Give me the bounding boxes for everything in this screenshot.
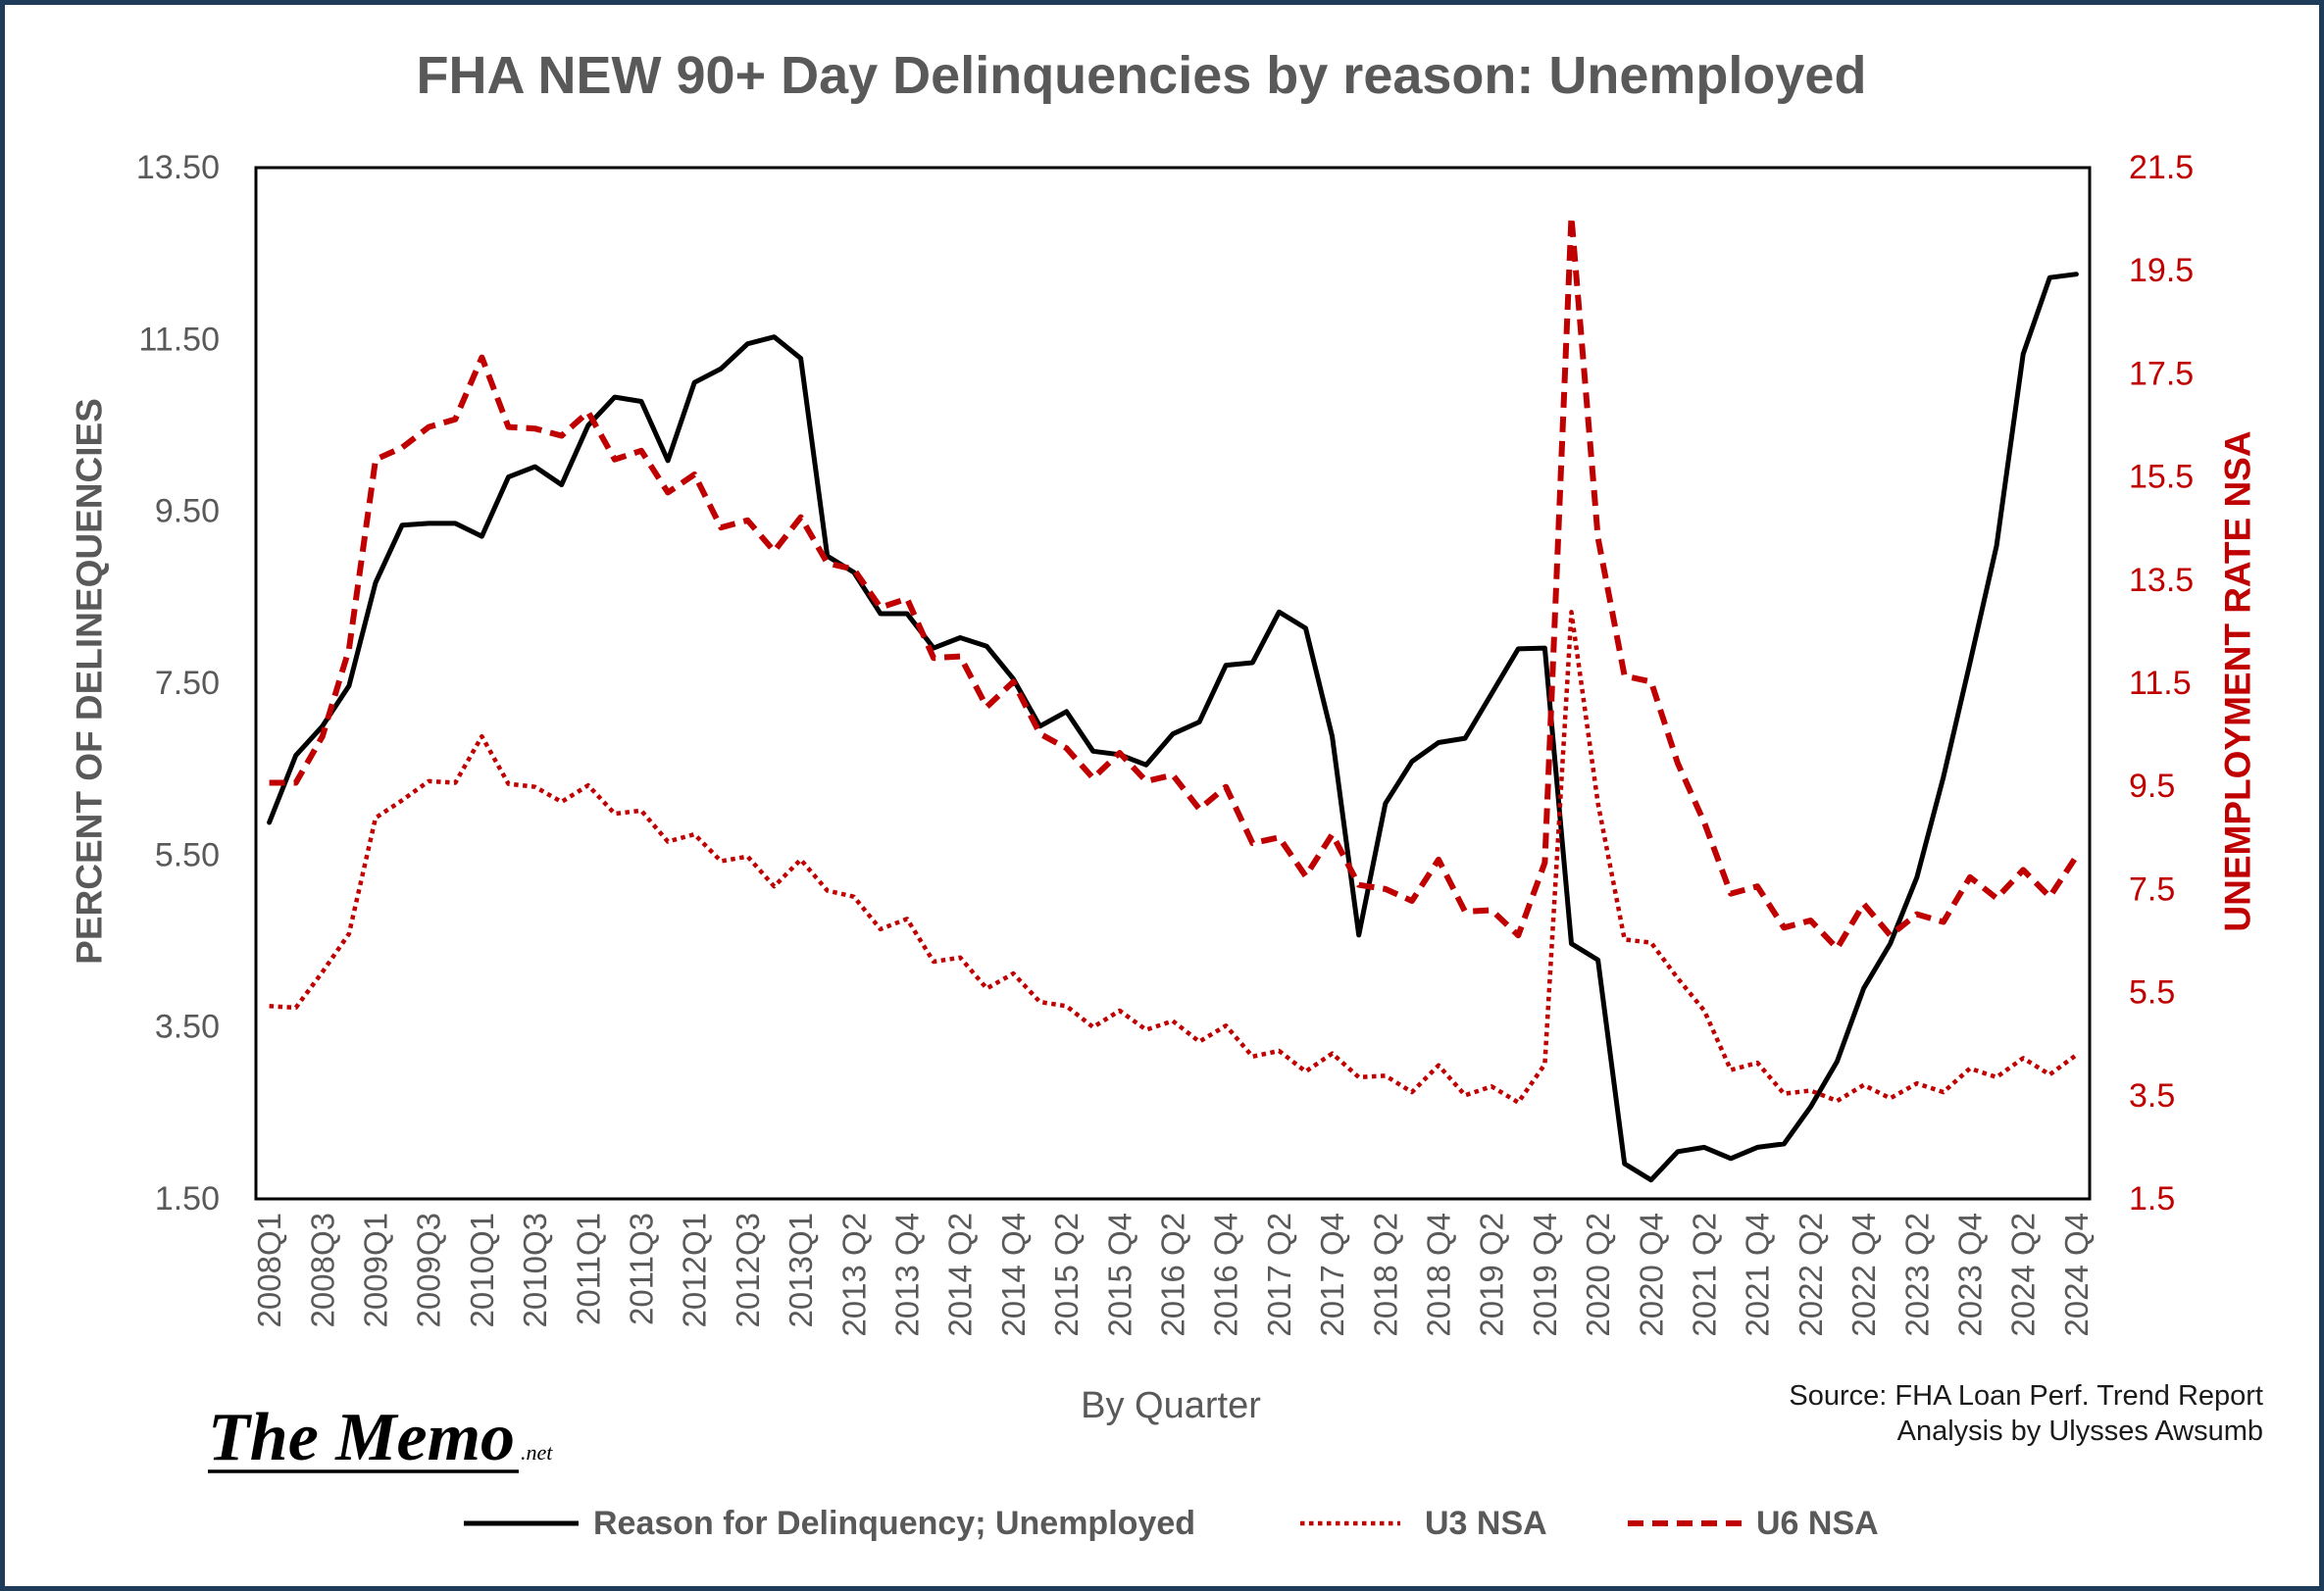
- x-tick-label: 2013 Q2: [835, 1213, 872, 1337]
- y2-tick-label: 13.5: [2129, 562, 2194, 599]
- y2-tick-label: 7.5: [2129, 870, 2175, 908]
- chart-title: FHA NEW 90+ Day Delinquencies by reason:…: [417, 46, 1867, 105]
- y2-tick-label: 19.5: [2129, 252, 2194, 289]
- y-axis-left-title: PERCENT OF DELINEQUENCIES: [70, 398, 110, 965]
- x-tick-label: 2023 Q2: [1898, 1213, 1935, 1337]
- x-tick-label: 2016 Q4: [1208, 1213, 1244, 1337]
- x-tick-label: 2014 Q2: [942, 1213, 979, 1337]
- y-tick-label: 11.50: [138, 321, 220, 358]
- x-tick-label: 2021 Q2: [1687, 1213, 1723, 1337]
- y2-tick-label: 9.5: [2129, 768, 2175, 805]
- legend-label-u6: U6 NSA: [1756, 1505, 1879, 1542]
- x-axis-ticks: 2008Q1 2008Q3 2009Q1 2009Q3 2010Q1 2010Q3 2011…: [251, 1213, 2095, 1337]
- x-tick-label: 2024 Q4: [2058, 1213, 2095, 1337]
- y2-tick-label: 1.5: [2129, 1180, 2175, 1218]
- logo-suffix-text: .net: [521, 1440, 553, 1465]
- x-tick-label: 2016 Q2: [1155, 1213, 1191, 1337]
- y-axis-left-ticks: 1.50 3.50 5.50 7.50 9.50 11.50 13.50: [136, 149, 220, 1218]
- logo: The Memo .net: [208, 1400, 553, 1475]
- y2-tick-label: 17.5: [2129, 355, 2194, 392]
- source-note: Source: FHA Loan Perf. Trend Report Anal…: [1789, 1380, 2263, 1447]
- x-tick-label: 2022 Q2: [1793, 1213, 1829, 1337]
- x-tick-label: 2013Q1: [783, 1213, 819, 1327]
- y-axis-right-title: UNEMPLOYMENT RATE NSA: [2218, 430, 2258, 931]
- series-line-unemployed: [267, 272, 2079, 1183]
- x-tick-label: 2010Q3: [517, 1213, 553, 1327]
- x-tick-label: 2017 Q2: [1261, 1213, 1297, 1337]
- x-tick-label: 2022 Q4: [1845, 1213, 1882, 1337]
- x-tick-label: 2008Q1: [251, 1213, 287, 1327]
- y-tick-label: 7.50: [155, 665, 220, 702]
- x-tick-label: 2009Q3: [411, 1213, 447, 1327]
- y2-tick-label: 15.5: [2129, 459, 2194, 496]
- x-tick-label: 2010Q1: [464, 1213, 500, 1327]
- y-tick-label: 9.50: [155, 493, 220, 530]
- x-tick-label: 2020 Q4: [1633, 1213, 1669, 1337]
- x-tick-label: 2014 Q4: [995, 1213, 1032, 1337]
- plot-area: [254, 166, 2092, 1201]
- legend-item-unemployed: Reason for Delinquency; Unemployed: [464, 1505, 1195, 1542]
- x-tick-label: 2019 Q4: [1527, 1213, 1563, 1337]
- legend-label-u3: U3 NSA: [1425, 1505, 1547, 1542]
- y-tick-label: 5.50: [155, 836, 220, 873]
- y2-tick-label: 11.5: [2129, 665, 2192, 702]
- y-axis-right-ticks: 1.5 3.5 5.5 7.5 9.5 11.5 13.5 15.5 17.5 19.5 21.5: [2129, 149, 2194, 1218]
- x-tick-label: 2024 Q2: [2005, 1213, 2042, 1337]
- y2-tick-label: 21.5: [2129, 149, 2194, 186]
- logo-main-text: The Memo: [208, 1400, 515, 1475]
- x-tick-label: 2019 Q2: [1474, 1213, 1510, 1337]
- source-line-2: Analysis by Ulysses Awsumb: [1897, 1416, 2263, 1447]
- x-tick-label: 2015 Q2: [1048, 1213, 1085, 1337]
- x-tick-label: 2017 Q4: [1314, 1213, 1350, 1337]
- y2-tick-label: 3.5: [2129, 1077, 2175, 1115]
- x-tick-label: 2018 Q4: [1421, 1213, 1457, 1337]
- legend: Reason for Delinquency; Unemployed U3 NS…: [464, 1505, 1879, 1542]
- x-tick-label: 2009Q1: [357, 1213, 393, 1327]
- legend-item-u3: U3 NSA: [1300, 1505, 1547, 1542]
- x-tick-label: 2020 Q2: [1580, 1213, 1616, 1337]
- y2-tick-label: 5.5: [2129, 974, 2175, 1012]
- series-layer: [267, 214, 2079, 1183]
- y-tick-label: 1.50: [155, 1180, 220, 1218]
- x-tick-label: 2013 Q4: [888, 1213, 925, 1337]
- x-tick-label: 2012Q3: [730, 1213, 766, 1327]
- x-tick-label: 2015 Q4: [1101, 1213, 1137, 1337]
- y-tick-label: 13.50: [136, 149, 220, 186]
- source-line-1: Source: FHA Loan Perf. Trend Report: [1789, 1380, 2263, 1412]
- x-tick-label: 2021 Q4: [1740, 1213, 1776, 1337]
- x-tick-label: 2012Q1: [677, 1213, 713, 1327]
- legend-item-u6: U6 NSA: [1628, 1505, 1879, 1542]
- series-line-u6: [269, 214, 2079, 952]
- series-line-u3: [269, 610, 2078, 1105]
- x-tick-label: 2008Q3: [304, 1213, 340, 1327]
- x-axis-title: By Quarter: [1081, 1385, 1261, 1426]
- x-tick-label: 2023 Q4: [1952, 1213, 1989, 1337]
- legend-label-unemployed: Reason for Delinquency; Unemployed: [593, 1505, 1195, 1542]
- x-tick-label: 2011Q1: [570, 1213, 606, 1325]
- x-tick-label: 2011Q3: [623, 1213, 659, 1325]
- x-tick-label: 2018 Q2: [1367, 1213, 1403, 1337]
- y-tick-label: 3.50: [155, 1009, 220, 1046]
